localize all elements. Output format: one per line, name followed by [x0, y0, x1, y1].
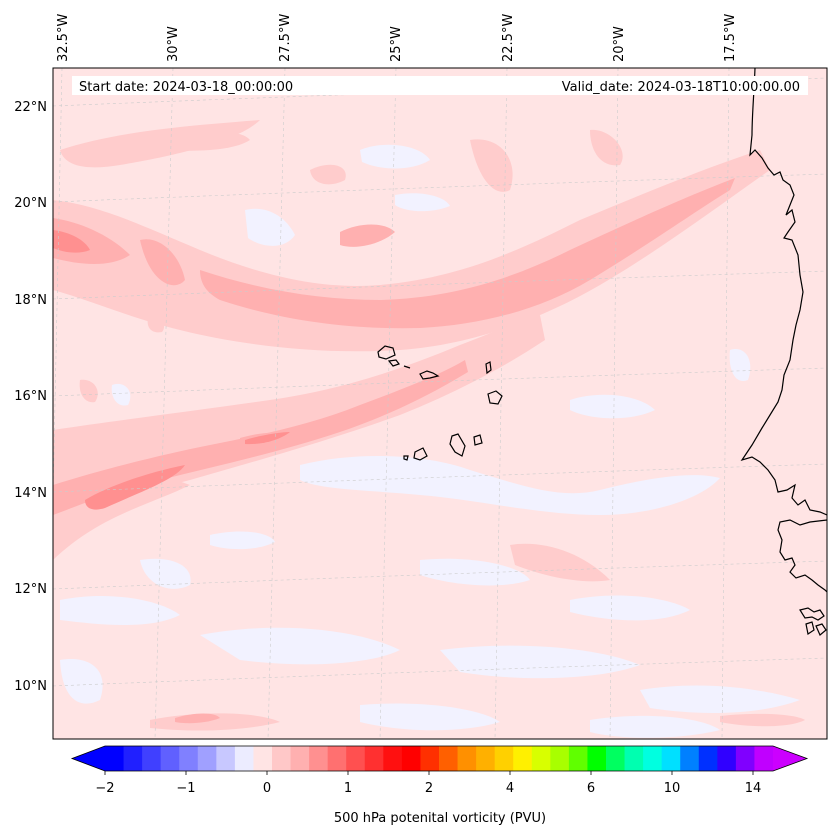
colorbar-segment [253, 746, 273, 771]
colorbar-tick: 2 [425, 781, 433, 796]
colorbar-segment [624, 746, 644, 771]
colorbar-segment [105, 746, 125, 771]
lon-label: 30°W [166, 26, 181, 62]
colorbar-segment [457, 746, 477, 771]
lon-label: 25°W [389, 26, 404, 62]
colorbar-segment [513, 746, 533, 771]
colorbar-ticks: −2 −1 0 1 2 4 6 10 14 [95, 781, 761, 796]
lon-label: 17.5°W [723, 14, 738, 62]
coastline-guinea [777, 519, 827, 593]
colorbar-segment [327, 746, 347, 771]
colorbar-segment [698, 746, 718, 771]
graticule [53, 68, 827, 739]
colorbar-tick: 0 [263, 781, 271, 796]
cape-verde-islands [377, 345, 503, 461]
colorbar-tick: −2 [95, 781, 114, 796]
colorbar-segment [494, 746, 514, 771]
colorbar-segment [550, 746, 570, 771]
colorbar-label: 500 hPa potenital vorticity (PVU) [334, 811, 546, 826]
colorbar-segment [754, 746, 774, 771]
coastline-bissau [799, 607, 827, 636]
colorbar-segment [606, 746, 626, 771]
colorbar-segment [346, 746, 366, 771]
date-header-bg [72, 76, 808, 95]
colorbar-segment [735, 746, 755, 771]
map-panel: Start date: 2024-03-18_00:00:00 Valid_da… [53, 68, 827, 739]
valid-date-label: Valid_date: 2024-03-18T10:00:00.00 [562, 80, 800, 95]
colorbar-segment [401, 746, 421, 771]
colorbar-tick: 4 [506, 781, 514, 796]
colorbar-segment [568, 746, 588, 771]
lon-label: 20°W [612, 26, 627, 62]
colorbar-segment [476, 746, 496, 771]
colorbar-segment [531, 746, 551, 771]
lat-label: 20°N [14, 196, 47, 211]
colorbar-tick: 14 [745, 781, 762, 796]
colorbar-segment [160, 746, 180, 771]
coastline-africa [740, 68, 827, 516]
colorbar-segment [420, 746, 440, 771]
colorbar-segment [364, 746, 384, 771]
colorbar [70, 745, 809, 775]
lat-label: 14°N [14, 486, 47, 501]
colorbar-segment [197, 746, 217, 771]
pv-high-cores [53, 230, 290, 510]
start-date-label: Start date: 2024-03-18_00:00:00 [79, 80, 293, 95]
colorbar-max-extend [773, 746, 807, 771]
lat-label: 10°N [14, 679, 47, 694]
latitude-labels: 22°N 20°N 18°N 16°N 14°N 12°N 10°N [14, 100, 47, 694]
colorbar-segment [179, 746, 199, 771]
longitude-labels: 32.5°W 30°W 27.5°W 25°W 22.5°W 20°W 17.5… [56, 14, 738, 62]
colorbar-segment [123, 746, 143, 771]
lat-label: 12°N [14, 582, 47, 597]
colorbar-segment [383, 746, 403, 771]
colorbar-segment [234, 746, 254, 771]
lat-label: 22°N [14, 100, 47, 115]
colorbar-segment [587, 746, 607, 771]
colorbar-tick: −1 [176, 781, 195, 796]
colorbar-segment [680, 746, 700, 771]
lon-label: 27.5°W [278, 14, 293, 62]
colorbar-segment [142, 746, 162, 771]
lat-label: 16°N [14, 389, 47, 404]
lon-label: 22.5°W [501, 14, 516, 62]
colorbar-tick: 1 [344, 781, 352, 796]
colorbar-segment [717, 746, 737, 771]
colorbar-tick: 10 [664, 781, 681, 796]
colorbar-min-extend [72, 746, 105, 771]
colorbar-segment [661, 746, 681, 771]
colorbar-segment [643, 746, 663, 771]
colorbar-segment [439, 746, 459, 771]
colorbar-segment [216, 746, 236, 771]
colorbar-segment [290, 746, 310, 771]
colorbar-tick: 6 [587, 781, 595, 796]
pv-negative-patches [60, 144, 800, 738]
lon-label: 32.5°W [56, 14, 71, 62]
colorbar-segment [309, 746, 329, 771]
colorbar-segment [272, 746, 292, 771]
lat-label: 18°N [14, 293, 47, 308]
map-frame [52, 67, 828, 740]
